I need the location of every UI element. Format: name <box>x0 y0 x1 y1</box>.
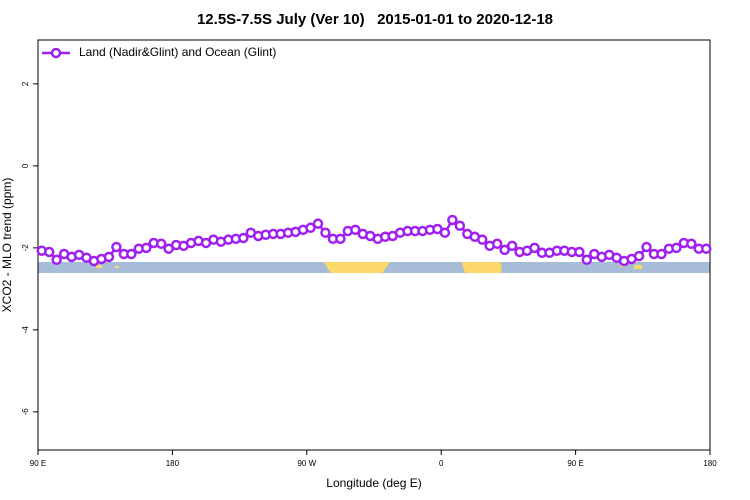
x-tick-label: 0 <box>439 459 444 468</box>
series-marker <box>43 246 55 258</box>
x-tick-label: 180 <box>166 459 180 468</box>
land-patch <box>324 262 390 273</box>
series-marker <box>238 232 249 244</box>
series-marker <box>454 220 466 231</box>
legend-marker <box>50 47 62 59</box>
series-marker <box>447 214 458 226</box>
series-marker <box>126 248 137 260</box>
series-marker <box>641 241 652 253</box>
series-marker <box>141 242 152 254</box>
series-marker <box>155 238 167 250</box>
series-marker <box>686 238 697 250</box>
y-tick-label: -2 <box>21 244 30 252</box>
x-tick-label: 180 <box>703 459 717 468</box>
series-marker <box>581 254 593 266</box>
series-marker <box>103 251 115 263</box>
series-marker <box>506 240 518 252</box>
series-marker <box>633 250 645 262</box>
series-marker <box>499 244 510 256</box>
y-tick-label: 0 <box>21 163 30 168</box>
series-marker <box>701 243 712 254</box>
legend-label: Land (Nadir&Glint) and Ocean (Glint) <box>79 45 276 59</box>
x-tick-label: 90 E <box>567 459 583 468</box>
land-patch <box>634 265 642 269</box>
series-marker <box>491 238 503 250</box>
series-marker <box>51 254 62 266</box>
series-marker <box>350 224 361 236</box>
y-axis-label: XCO2 - MLO trend (ppm) <box>0 178 14 313</box>
land-ocean-strip <box>38 262 710 273</box>
chart-title: 12.5S-7.5S July (Ver 10) 2015-01-01 to 2… <box>197 11 553 28</box>
land-patch <box>96 265 102 268</box>
series-marker <box>477 234 488 245</box>
land-patch <box>462 262 502 273</box>
x-tick-label: 90 W <box>297 459 316 468</box>
series-marker <box>439 227 451 238</box>
series-marker <box>529 242 540 254</box>
x-tick-label: 90 E <box>30 459 46 468</box>
series-marker <box>671 242 682 254</box>
y-tick-label: 2 <box>21 81 30 86</box>
land-patch <box>115 266 119 268</box>
x-axis-label: Longitude (deg E) <box>326 476 421 490</box>
series-marker <box>656 248 667 260</box>
y-tick-label: -4 <box>21 326 30 334</box>
series-marker <box>335 233 346 245</box>
series-marker <box>312 218 324 229</box>
series-marker <box>574 246 585 258</box>
y-tick-label: -6 <box>21 408 30 416</box>
series-marker <box>111 241 122 253</box>
series-marker <box>305 222 316 234</box>
series-marker <box>320 227 331 238</box>
